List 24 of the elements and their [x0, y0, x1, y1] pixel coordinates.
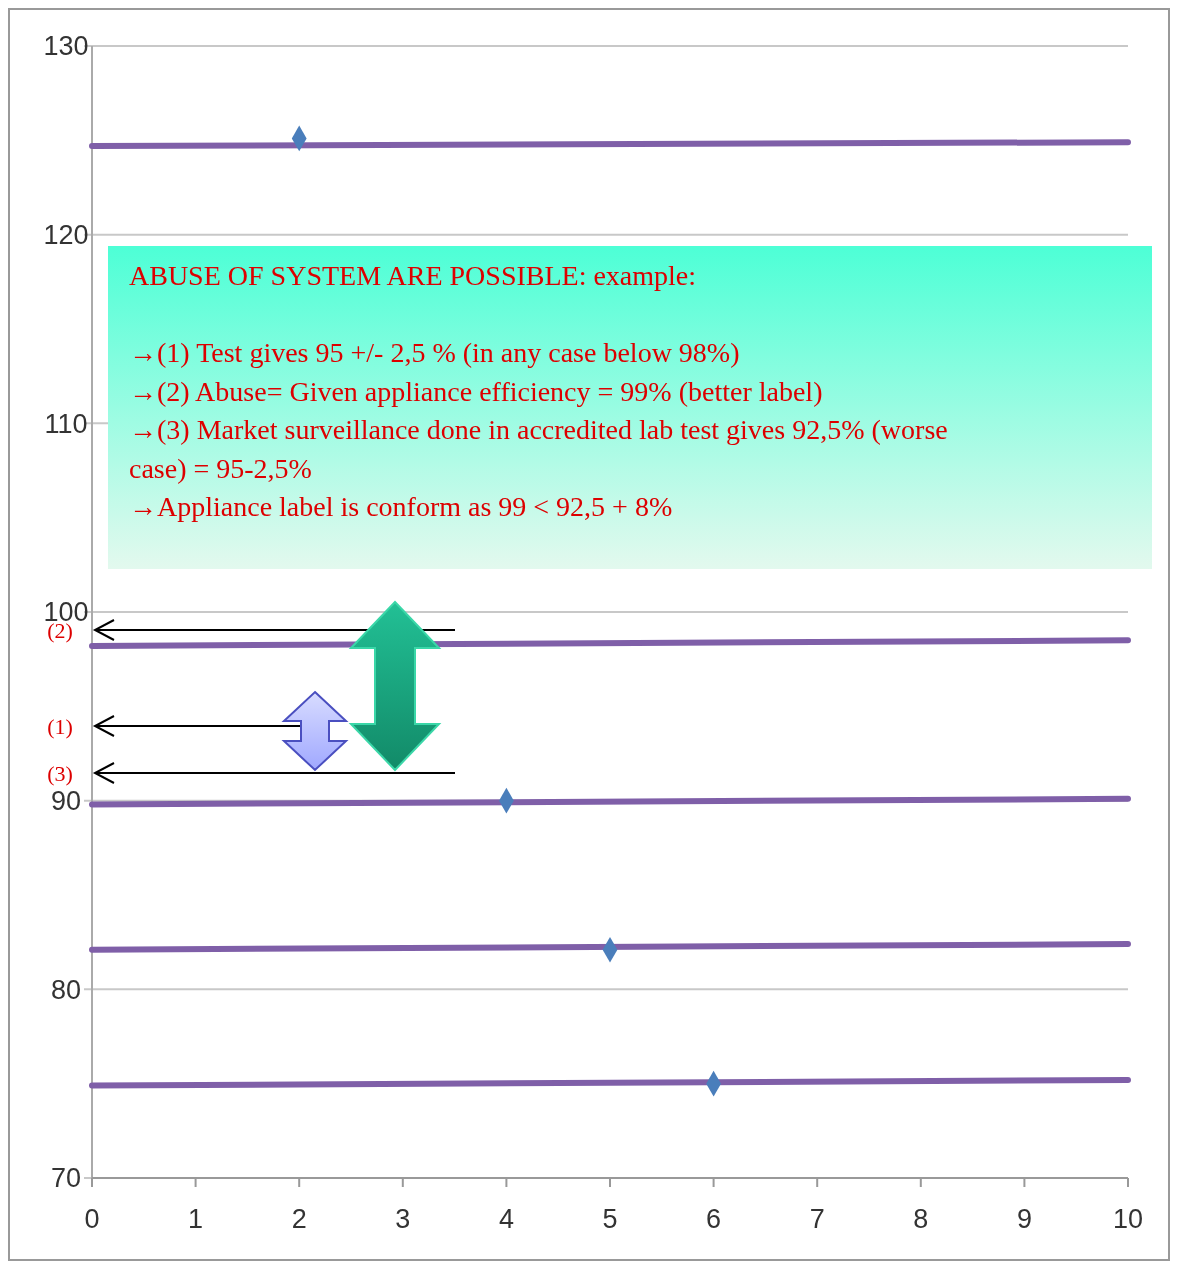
annotation: →(3) Market surveillance done in accredited lab test gives 92,5% (worse case) = 95-2,5% — [129, 414, 948, 484]
x-tick-label: 2 — [291, 1204, 307, 1234]
annotation: →(2) Abuse= Given appliance efficiency = 99% (better label) — [129, 375, 823, 407]
y-tick-label: 110 — [44, 408, 88, 439]
y-tick-label: 90 — [50, 786, 82, 817]
annotation: →(1) Test gives 95 +/- 2,5 % (in any case below 98%) — [129, 337, 740, 368]
x-tick-label: 10 — [1112, 1204, 1144, 1234]
annotation: →Appliance label is conform as 99 < 92,5 + 8% — [129, 491, 673, 522]
x-tick-label: 3 — [395, 1204, 411, 1234]
x-tick-label: 8 — [913, 1204, 929, 1234]
x-tick-label: 0 — [84, 1204, 100, 1234]
y-tick-label: 80 — [50, 974, 82, 1005]
x-tick-label: 5 — [602, 1204, 618, 1234]
x-tick-label: 4 — [498, 1204, 514, 1234]
x-tick-label: 1 — [188, 1204, 204, 1234]
x-tick-label: 6 — [706, 1204, 722, 1234]
text: (3) — [47, 760, 73, 786]
y-tick-label: 70 — [50, 1163, 82, 1194]
x-tick-label: 9 — [1016, 1204, 1032, 1234]
y-tick-label: 130 — [43, 31, 89, 62]
annotation: ABUSE OF SYSTEM ARE POSSIBLE: example: — [129, 260, 697, 291]
x-tick-label: 7 — [809, 1204, 825, 1234]
y-tick-label: 120 — [43, 220, 89, 251]
text: (1) — [47, 713, 73, 739]
